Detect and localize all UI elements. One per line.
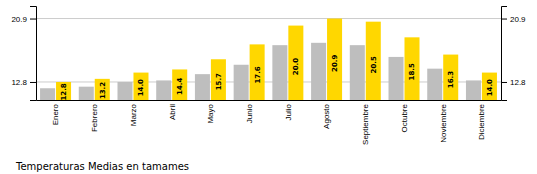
bar (40, 88, 55, 100)
data-label: 16.3 (447, 71, 455, 88)
data-label: 17.6 (254, 66, 262, 83)
tick: 12.8 (11, 78, 36, 87)
tick-label: Septiembre (361, 103, 370, 144)
bar (288, 26, 303, 100)
bar (195, 74, 210, 100)
grid-line (36, 18, 501, 19)
bar (172, 69, 187, 100)
tick-label: Enero (51, 103, 60, 125)
axis-line (37, 100, 502, 101)
tick: Agosto (322, 103, 331, 128)
tick: 20.9 (501, 15, 526, 24)
tick-label: Mayo (206, 103, 215, 123)
data-label: 12.8 (60, 83, 68, 100)
x-axis: Enero Febrero Marzo Abril Mayo Junio Julio Agos… (37, 101, 502, 145)
data-labels: 12.8 13.2 14.0 14.4 15.7 17.6 20.0 20.9 20.5 18.5… (60, 55, 494, 101)
data-label: 20.5 (370, 56, 378, 73)
data-label: 14.4 (176, 77, 184, 94)
tick-label: Febrero (90, 103, 99, 132)
tick-mark (30, 82, 36, 83)
bar (234, 65, 249, 100)
bar (95, 79, 110, 100)
tick: Marzo (129, 103, 138, 126)
bar (443, 55, 458, 100)
tick: Junio (245, 103, 254, 123)
bar (56, 82, 71, 100)
bars (40, 19, 497, 100)
y-axis: 12.8 20.9 (11, 7, 36, 101)
bar (272, 45, 287, 100)
tick: Octubre (400, 103, 409, 132)
y2-axis: 12.8 20.9 (501, 7, 526, 101)
tick-label: Agosto (322, 103, 331, 128)
tick: Diciembre (477, 103, 486, 140)
bar (250, 44, 265, 100)
data-label: 18.5 (408, 63, 416, 80)
data-label: 15.7 (215, 73, 223, 90)
bar (466, 80, 481, 100)
axis-line (30, 7, 37, 101)
bar (404, 37, 419, 100)
bar-series (56, 19, 497, 100)
tick-label: Diciembre (477, 103, 486, 140)
plot: 12.8 13.2 14.0 14.4 15.7 17.6 20.0 20.9 20.5 18.5… (11, 7, 526, 145)
bar (427, 69, 442, 100)
tick-mark (501, 82, 507, 83)
bar (327, 19, 342, 100)
tick: Enero (51, 103, 60, 125)
tick: Mayo (206, 103, 215, 123)
tick: Abril (168, 104, 177, 120)
data-label: 14.0 (486, 79, 494, 96)
tick-label: Junio (245, 103, 254, 123)
tick-mark (30, 19, 36, 20)
tick: Julio (284, 103, 293, 120)
tick-mark (501, 19, 507, 20)
bar (482, 73, 497, 100)
bar (117, 82, 132, 100)
tick: 12.8 (501, 78, 526, 87)
tick: Septiembre (361, 103, 370, 144)
data-label: 14.0 (137, 79, 145, 96)
tick: Febrero (90, 103, 99, 132)
chart: 12.8 13.2 14.0 14.4 15.7 17.6 20.0 20.9 20.5 18.5… (0, 0, 537, 174)
bar (79, 87, 94, 100)
data-label: 20.0 (292, 58, 300, 75)
tick-label: Octubre (400, 103, 409, 132)
tick-label: 20.9 (11, 15, 27, 24)
tick-label: 12.8 (510, 78, 526, 87)
title: Temperaturas Medias en tamames (15, 161, 189, 172)
tick-label: Julio (284, 103, 293, 120)
bar (133, 73, 148, 100)
bar (156, 80, 171, 100)
bar (389, 57, 404, 100)
tick-label: 12.8 (11, 78, 27, 87)
axis-line (502, 7, 508, 101)
tick-label: Noviembre (439, 103, 448, 142)
bar (366, 22, 381, 100)
data-label: 20.9 (331, 55, 339, 72)
bar (211, 59, 226, 100)
tick: Noviembre (439, 103, 448, 142)
tick-label: Marzo (129, 103, 138, 126)
data-label: 13.2 (99, 82, 107, 99)
tick: 20.9 (11, 15, 36, 24)
bar (311, 43, 326, 100)
bar (350, 45, 365, 100)
tick-label: Abril (168, 104, 177, 120)
tick-label: 20.9 (510, 15, 526, 24)
